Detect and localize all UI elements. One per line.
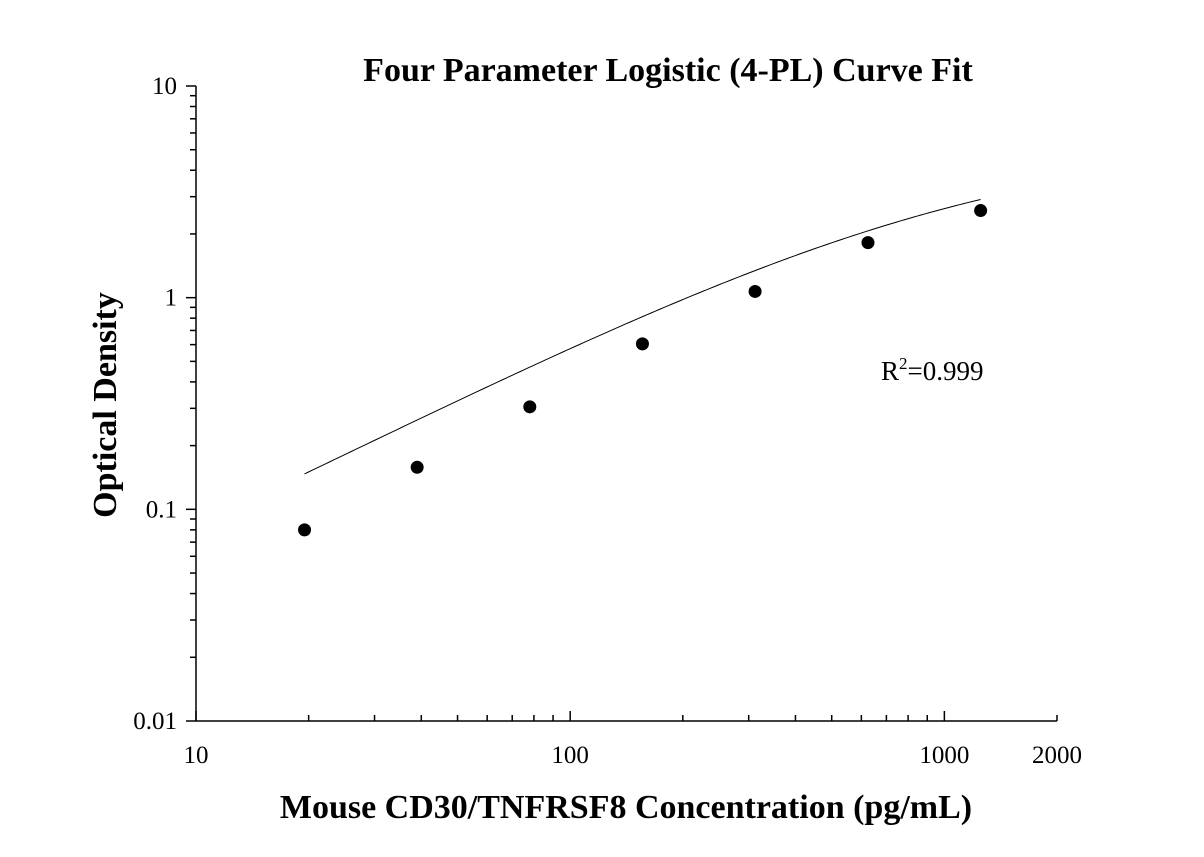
r-squared-value: =0.999 bbox=[908, 356, 984, 386]
data-point bbox=[523, 400, 537, 414]
y-tick-label: 0.01 bbox=[133, 708, 177, 735]
r-squared-superscript: 2 bbox=[899, 354, 908, 373]
x-tick-label: 2000 bbox=[1032, 742, 1082, 769]
y-axis-ticks bbox=[186, 85, 196, 722]
y-axis-tick-labels: 0.01 0.1 1 10 bbox=[133, 73, 177, 735]
data-point bbox=[861, 236, 875, 250]
x-axis-ticks bbox=[195, 711, 1058, 721]
x-tick-label: 10 bbox=[184, 742, 209, 769]
data-point bbox=[635, 337, 649, 351]
y-axis-title: Optical Density bbox=[87, 292, 124, 518]
y-tick-label: 10 bbox=[152, 73, 177, 100]
x-tick-label: 100 bbox=[551, 742, 589, 769]
y-tick-label: 0.1 bbox=[146, 496, 177, 523]
plot-frame bbox=[195, 86, 1057, 722]
r-squared-base: R bbox=[881, 356, 899, 386]
x-axis-title: Mouse CD30/TNFRSF8 Concentration (pg/mL) bbox=[280, 789, 972, 826]
data-point bbox=[298, 523, 312, 537]
y-tick-label: 1 bbox=[165, 285, 178, 312]
fit-curve bbox=[304, 198, 981, 475]
data-point bbox=[748, 284, 762, 298]
data-points bbox=[298, 204, 988, 537]
chart-title: Four Parameter Logistic (4-PL) Curve Fit bbox=[363, 52, 973, 89]
r-squared-annotation: R2=0.999 bbox=[881, 354, 984, 386]
x-axis-tick-labels: 10 100 1000 2000 bbox=[184, 742, 1083, 769]
data-point bbox=[974, 204, 988, 218]
data-point bbox=[410, 460, 424, 474]
x-tick-label: 1000 bbox=[919, 742, 969, 769]
